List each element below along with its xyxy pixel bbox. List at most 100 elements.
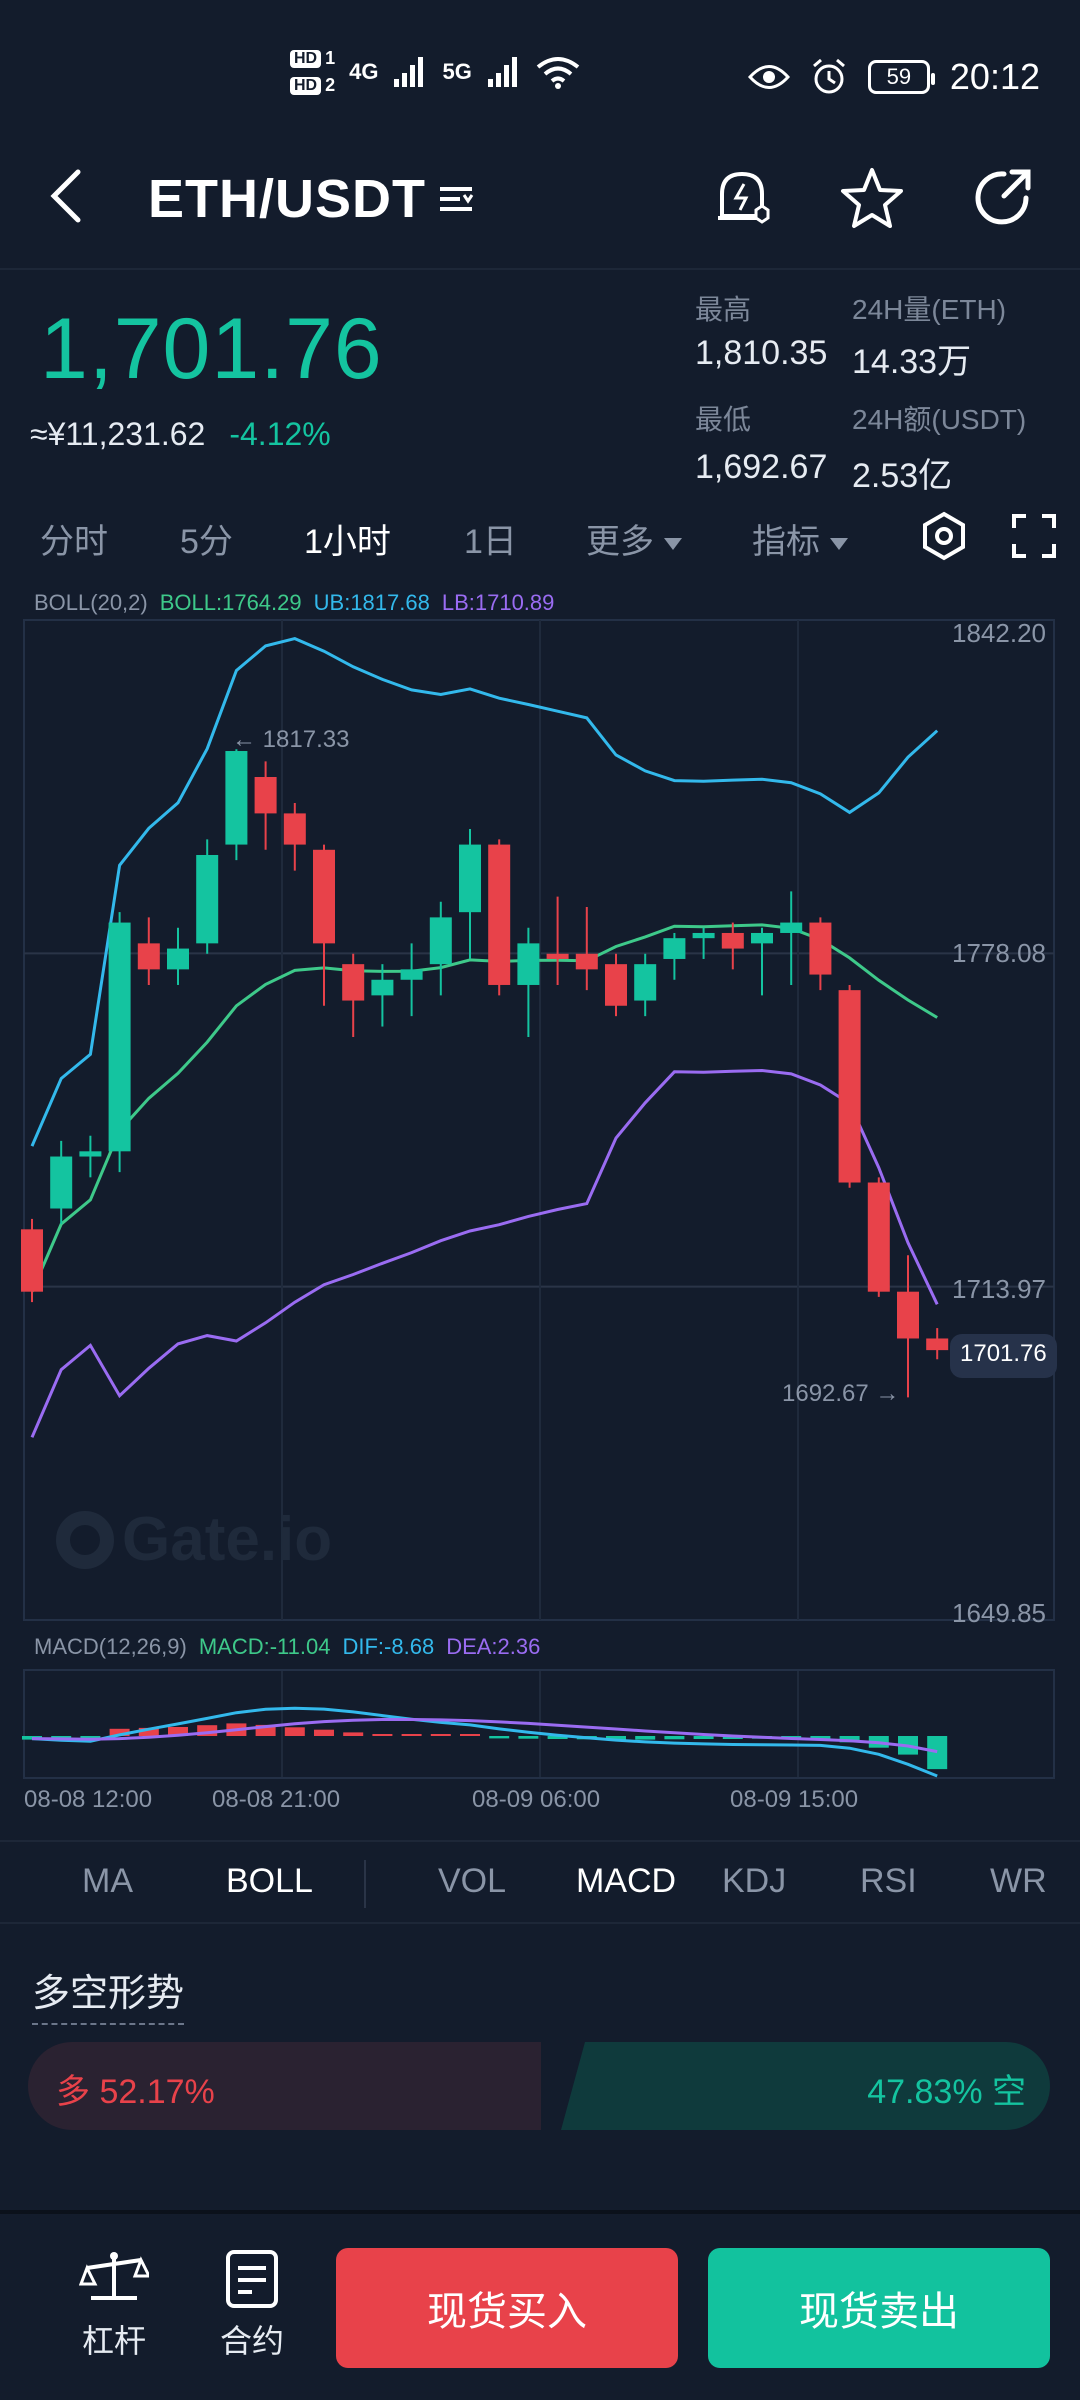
kline-chart[interactable] [0, 610, 1080, 1790]
sentiment-bar: 多 52.17% 47.83% 空 [28, 2042, 1050, 2130]
high-value: 1,810.35 [695, 334, 828, 372]
macd-legend: MACD(12,26,9) MACD:-11.04 DIF:-8.68 DEA:… [34, 1634, 540, 1660]
boll-mid-line [30, 923, 938, 1293]
macd-bar-4 [138, 1727, 159, 1736]
pair-title: ETH/USDT [148, 169, 426, 229]
x-tick-1: 08-08 12:00 [24, 1786, 153, 1813]
tab-timeshare[interactable]: 分时 [40, 523, 108, 561]
macd-dea: DEA:2.36 [446, 1634, 541, 1659]
macd-bar-14 [430, 1734, 451, 1736]
high-label: 最高 [695, 294, 752, 325]
candle-body-16 [488, 844, 511, 985]
spot-buy-button[interactable]: 现货买入 [336, 2248, 678, 2368]
boll-lower-line [30, 1068, 939, 1438]
low-marker: 1692.67 → [782, 1380, 900, 1407]
macd-bar-0 [22, 1736, 42, 1740]
candle-body-1 [50, 1156, 73, 1209]
tab-wr[interactable]: WR [990, 1862, 1047, 1900]
contract-label: 合约 [219, 2323, 284, 2359]
candle-body-12 [371, 979, 394, 996]
chart-grid [23, 619, 1055, 1779]
macd-bar-11 [343, 1732, 364, 1736]
amount-value: 2.53亿 [852, 457, 953, 495]
back-arrow-icon[interactable] [40, 160, 100, 230]
star-icon[interactable] [834, 160, 910, 236]
leverage-button[interactable]: 杠杆 [64, 2248, 164, 2362]
y-tick-4: 1649.85 [952, 1598, 1046, 1628]
candle-body-22 [663, 938, 686, 959]
bottom-action-bar: 杠杆 合约 现货买入 现货卖出 [0, 2210, 1080, 2400]
macd-dea-line [31, 1718, 938, 1754]
tab-vol[interactable]: VOL [438, 1862, 507, 1900]
signal-icon [394, 57, 424, 87]
candle-body-29 [867, 1182, 890, 1292]
candle-body-30 [897, 1291, 919, 1339]
macd-bar-31 [927, 1736, 948, 1770]
document-icon [226, 2250, 278, 2308]
battery-level: 59 [886, 64, 912, 89]
boll-lb: LB:1710.89 [441, 590, 555, 615]
pair-selector[interactable]: ETH/USDT [148, 168, 476, 230]
low-value: 1,692.67 [695, 448, 828, 486]
tab-divider [364, 1860, 366, 1908]
menu-lines-icon [440, 187, 474, 211]
macd-bar-8 [255, 1724, 276, 1736]
hd1-number: 1 [325, 48, 336, 68]
amount-label: 24H额(USDT) [852, 404, 1027, 435]
candle-body-23 [692, 932, 715, 939]
chart-settings-icon[interactable] [918, 510, 970, 562]
boll-ub: UB:1817.68 [313, 590, 430, 615]
share-icon[interactable] [966, 160, 1042, 236]
tab-macd[interactable]: MACD [576, 1862, 677, 1900]
tab-1hour[interactable]: 1小时 [304, 523, 391, 561]
indicator-tabs: MA BOLL VOL MACD KDJ RSI WR [0, 1840, 1080, 1924]
hd1-badge: HD [290, 49, 322, 68]
fullscreen-icon[interactable] [1010, 512, 1058, 560]
tab-rsi[interactable]: RSI [860, 1862, 917, 1900]
macd-bar-20 [606, 1736, 626, 1740]
candle-body-11 [342, 964, 365, 1001]
candle-body-14 [429, 917, 452, 965]
tab-indicators[interactable]: 指标 [752, 514, 848, 563]
candle-body-18 [546, 953, 569, 959]
macd-bar-21 [635, 1736, 656, 1740]
macd-dif: DIF:-8.68 [342, 1634, 435, 1659]
macd-bar-17 [518, 1736, 539, 1739]
macd-bar-2 [80, 1736, 101, 1739]
tab-more[interactable]: 更多 [586, 514, 682, 563]
x-tick-3: 08-09 06:00 [472, 1786, 601, 1813]
boll-mid: BOLL:1764.29 [159, 590, 302, 615]
x-tick-2: 08-08 21:00 [212, 1786, 341, 1813]
spot-sell-button[interactable]: 现货卖出 [708, 2248, 1050, 2368]
last-price: 1,701.76 [40, 301, 383, 397]
sentiment-short-fill [561, 2042, 1050, 2130]
candle-body-8 [254, 777, 277, 814]
contract-button[interactable]: 合约 [202, 2248, 302, 2362]
macd-bar-23 [693, 1736, 714, 1739]
price-alert-icon[interactable] [704, 160, 780, 236]
clock: 20:12 [949, 56, 1040, 97]
hd2-badge: HD [290, 76, 322, 95]
chevron-down-icon [664, 538, 682, 551]
price-sub: ≈¥11,231.62 -4.12% [30, 416, 331, 453]
boll-legend: BOLL(20,2) BOLL:1764.29 UB:1817.68 LB:17… [34, 590, 554, 616]
sentiment-long-fill [28, 2042, 541, 2130]
candle-body-28 [838, 990, 861, 1183]
macd-bar-3 [109, 1728, 130, 1736]
tab-1day[interactable]: 1日 [464, 523, 517, 561]
macd-bar-6 [197, 1725, 218, 1736]
tab-boll[interactable]: BOLL [226, 1862, 313, 1900]
tab-kdj[interactable]: KDJ [722, 1862, 787, 1900]
macd-bar-27 [810, 1736, 831, 1739]
network-indicators: HD 1 HD 2 4G 5G [290, 48, 580, 96]
candle-body-10 [313, 849, 335, 944]
macd-bar-28 [839, 1736, 860, 1743]
candle-body-15 [459, 844, 481, 913]
macd-bar-9 [284, 1727, 305, 1736]
status-right: 59 20:12 [747, 56, 1040, 98]
volume-value: 14.33万 [852, 343, 972, 381]
tab-ma[interactable]: MA [82, 1862, 133, 1900]
network-5g-label: 5G [442, 59, 472, 84]
tab-5min[interactable]: 5分 [180, 523, 233, 561]
candle-body-24 [721, 932, 744, 949]
